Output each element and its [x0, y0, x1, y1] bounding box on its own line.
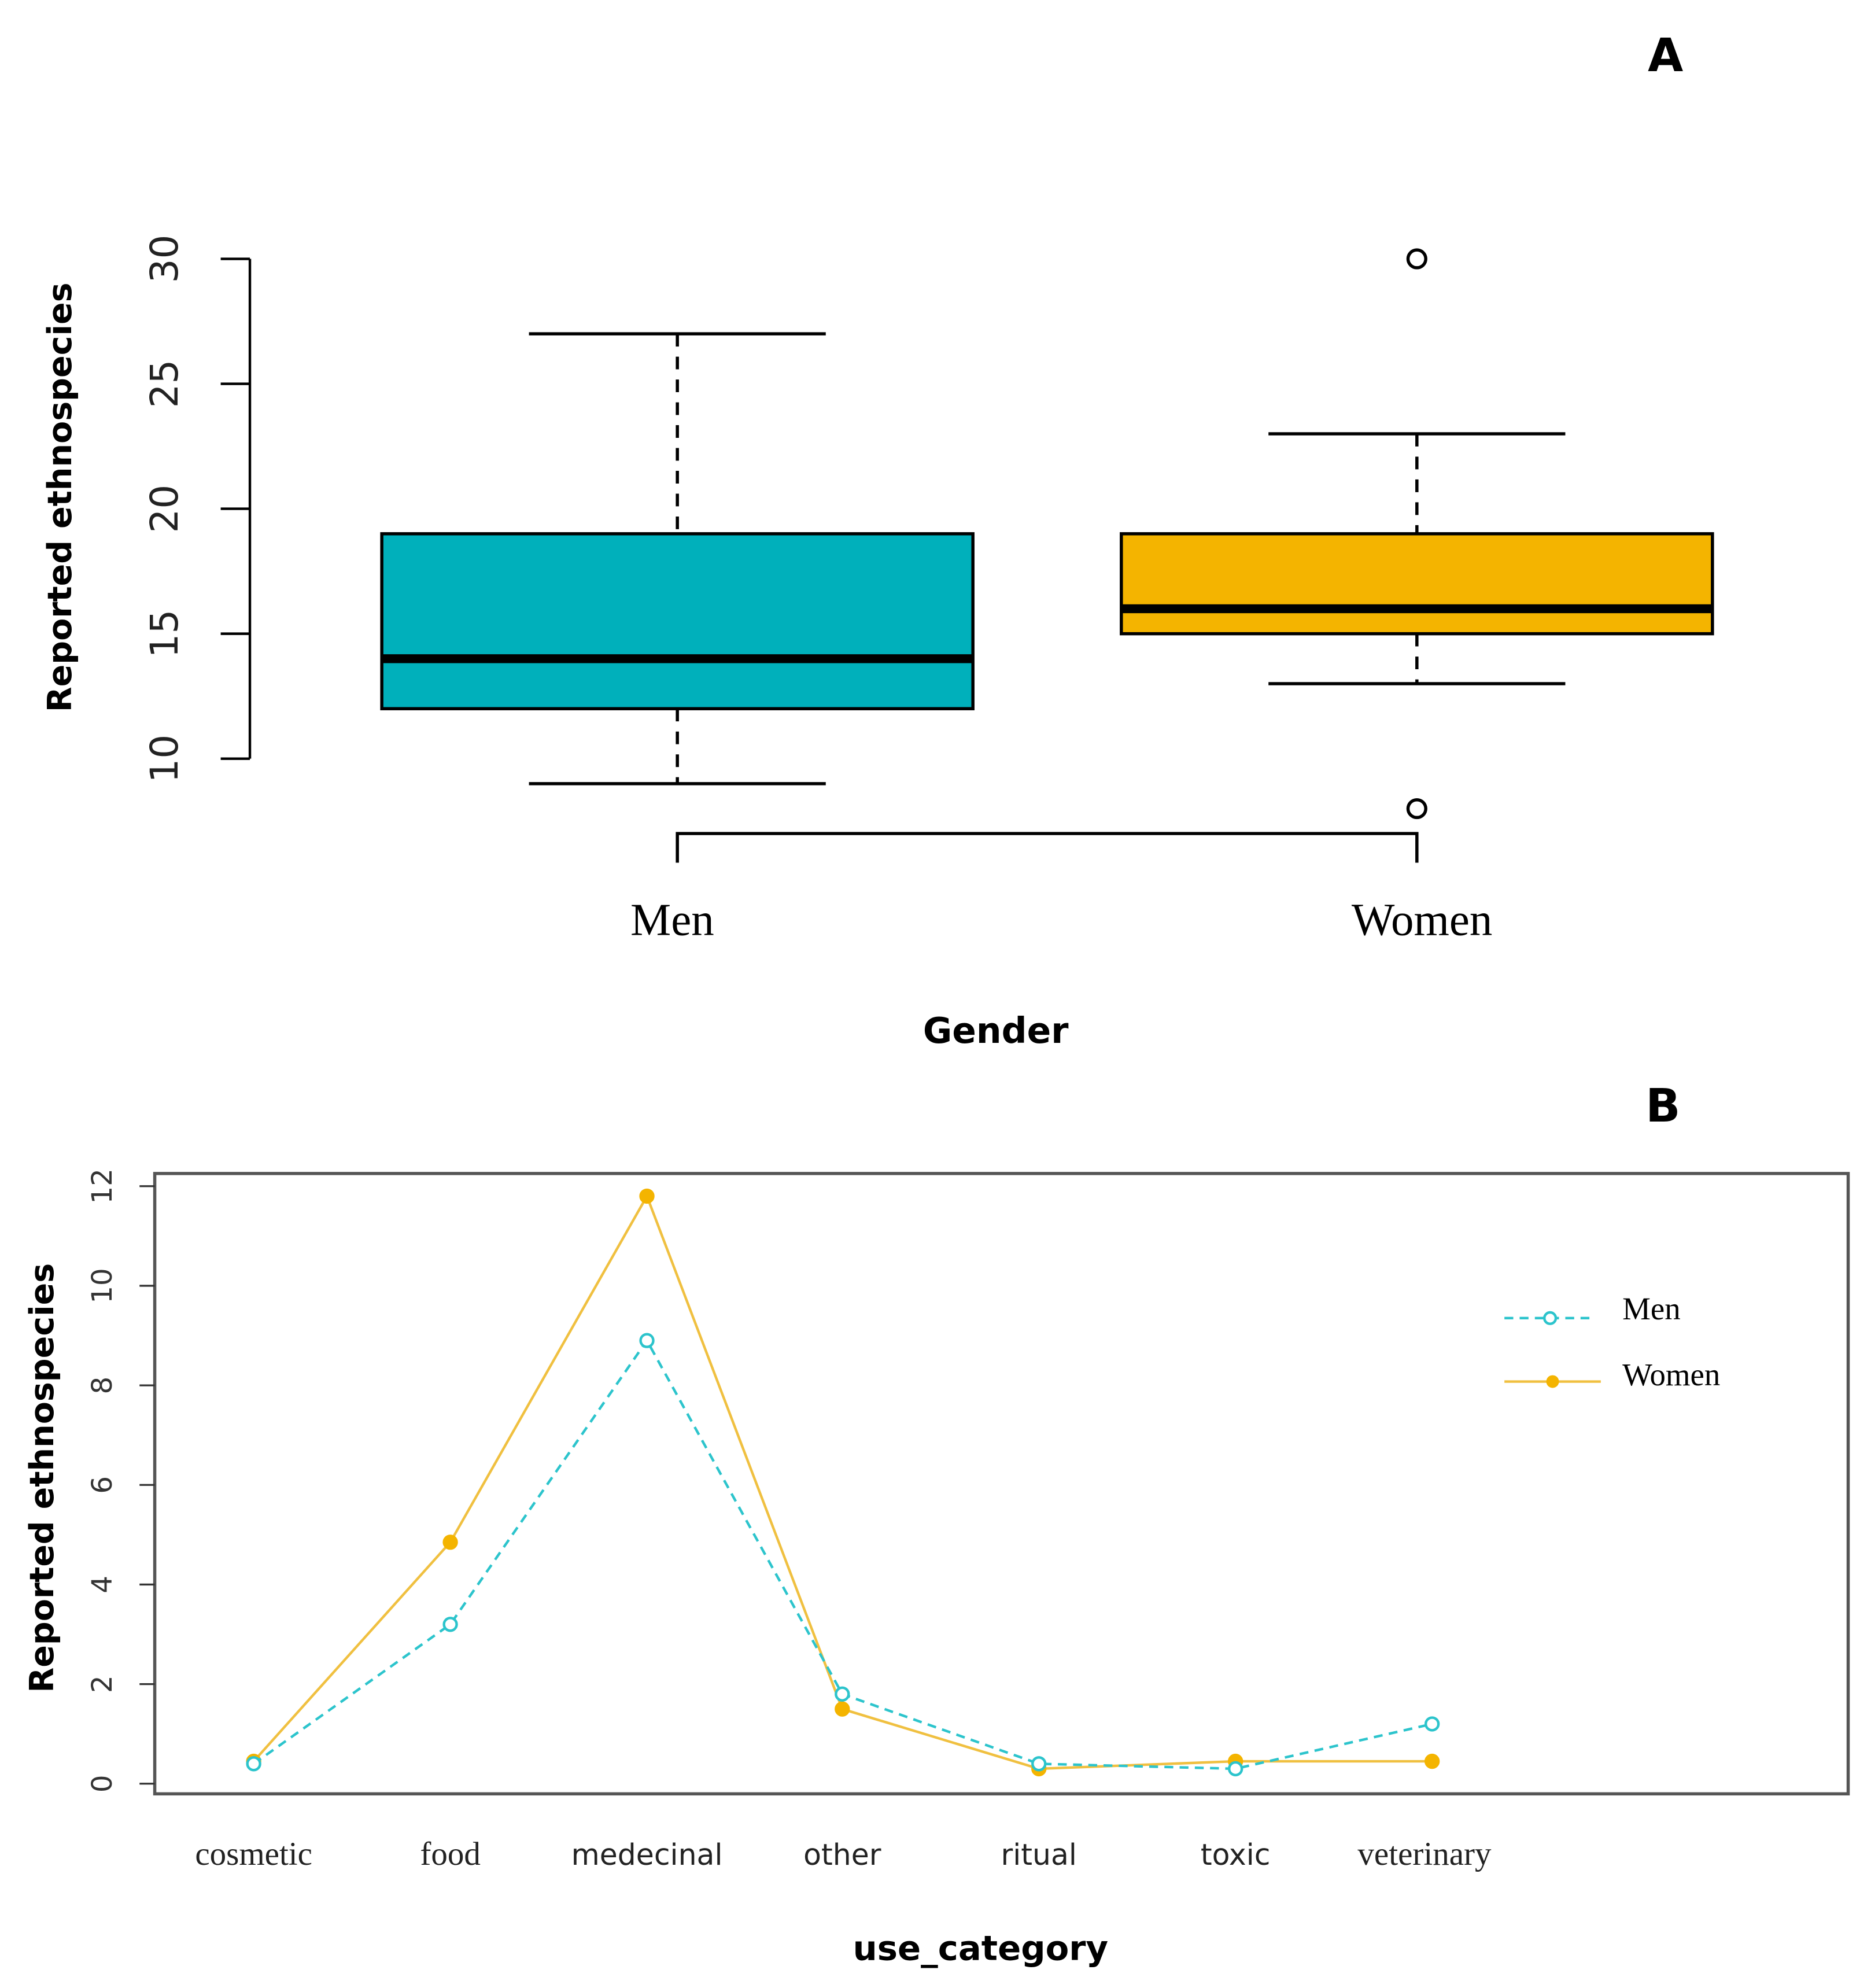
data-point-men — [835, 1686, 850, 1702]
legend-men-label: Men — [1622, 1291, 1681, 1326]
x-tick-label-b: ritual — [1001, 1838, 1077, 1872]
y-tick-label-a: 30 — [142, 235, 187, 283]
panel-a-boxplot: A 10 15 20 25 30 Reported ethnospecies Men Wo… — [41, 29, 1714, 1052]
y-axis-label-a: Reported ethnospecies — [41, 282, 79, 712]
box-women — [1120, 532, 1714, 636]
y-tick-label-b: 0 — [86, 1775, 119, 1792]
series-line-women — [253, 1193, 1433, 1771]
x-tick-label-a: Women — [1352, 895, 1493, 946]
x-axis-label-a: Gender — [923, 1010, 1069, 1052]
data-point-women — [442, 1535, 458, 1550]
data-point-men — [246, 1756, 261, 1772]
data-point-women — [835, 1701, 850, 1717]
y-tick-label-a: 10 — [142, 735, 187, 783]
data-point-women — [639, 1188, 655, 1204]
panel-a-label: A — [1648, 29, 1683, 82]
data-point-men — [1228, 1761, 1243, 1777]
y-tick-label-b: 8 — [86, 1377, 119, 1395]
legend: Men Women — [1504, 1291, 1720, 1392]
data-point-men — [442, 1617, 458, 1632]
legend-women-marker — [1546, 1375, 1559, 1388]
y-tick-label-b: 4 — [86, 1576, 119, 1594]
data-point-women — [1424, 1753, 1440, 1769]
data-point-men — [639, 1333, 655, 1348]
panel-b-label: B — [1645, 1079, 1680, 1133]
outlier-point — [1406, 798, 1427, 820]
x-tick-label-b: veterinary — [1357, 1836, 1492, 1872]
y-tick-label-b: 6 — [86, 1476, 119, 1494]
y-tick-label-b: 12 — [86, 1168, 119, 1204]
x-tick-label-a: Men — [630, 895, 714, 946]
x-tick-label-b: toxic — [1201, 1838, 1271, 1872]
y-axis-label-b: Reported ethnospecies — [23, 1263, 61, 1693]
y-tick-label-b: 10 — [86, 1268, 119, 1303]
x-tick-label-b: cosmetic — [195, 1836, 312, 1872]
legend-women-label: Women — [1622, 1357, 1720, 1392]
plot-frame-b — [153, 1172, 1850, 1796]
y-tick-label-a: 20 — [142, 485, 187, 533]
x-tick-label-b: other — [803, 1838, 881, 1872]
x-tick-label-b: food — [420, 1836, 481, 1872]
box-men — [380, 532, 975, 710]
panel-b-lineplot: B 0 2 4 6 8 10 12 Reported ethnospecies cosmet… — [23, 1079, 1850, 1968]
legend-men-marker — [1543, 1311, 1558, 1325]
y-tick-label-a: 25 — [142, 360, 187, 408]
x-tick-label-b: medecinal — [571, 1838, 723, 1872]
y-tick-label-a: 15 — [142, 610, 187, 658]
outlier-point — [1406, 248, 1427, 270]
y-tick-label-b: 2 — [86, 1675, 119, 1693]
data-point-men — [1031, 1756, 1047, 1772]
comparison-bracket — [676, 832, 1419, 863]
x-axis-label-b: use_category — [853, 1928, 1108, 1968]
data-point-men — [1424, 1716, 1440, 1732]
